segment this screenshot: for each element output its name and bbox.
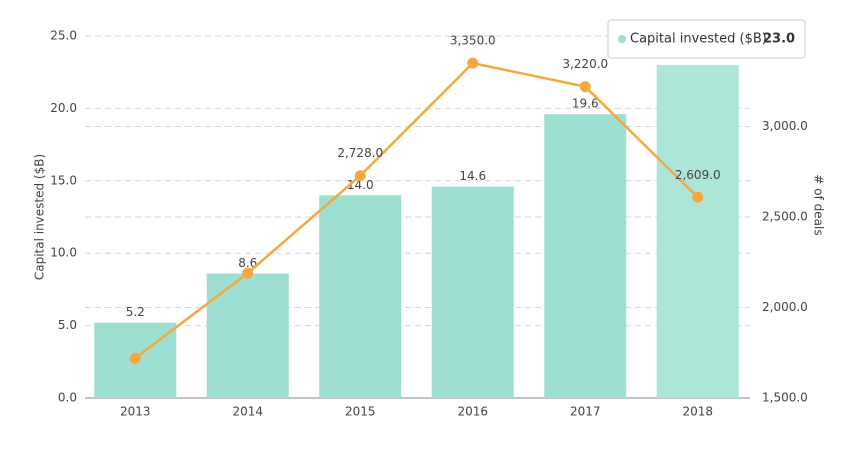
y-tick-label: 20.0 [50,101,77,115]
data-label: 3,350.0 [450,34,496,48]
tooltip-name: Capital invested ($B) [630,32,767,47]
x-tick-label: 2014 [232,405,263,419]
x-tick-label: 2017 [570,405,601,419]
data-label: 2,728.0 [337,146,383,160]
x-tick-label: 2013 [120,405,151,419]
x-tick-label: 2018 [682,405,713,419]
line-point [692,191,704,203]
y-tick-label: 5.0 [58,318,77,332]
bar [544,114,627,398]
tooltip-box [607,19,806,59]
y-axis-label: Capital invested ($B) [33,154,47,280]
y-tick-label: 25.0 [50,29,77,43]
data-label: 2,609.0 [675,168,721,182]
bar [656,64,739,399]
line [134,61,699,360]
line-point [354,170,366,182]
bar [431,186,514,398]
x-tick-label: 2016 [457,405,488,419]
y2-tick-label: 1,500.0 [762,391,808,405]
y-tick-label: 10.0 [50,246,77,260]
line-point [129,352,141,364]
data-label: 3,220.0 [562,57,608,71]
bar [319,195,402,398]
data-label: 19.6 [572,97,599,111]
data-label: 5.2 [126,305,145,319]
data-label: 14.6 [459,169,486,183]
tooltip-dot [618,35,626,43]
bar [206,273,289,398]
line-point [579,81,591,93]
line-point [242,267,254,279]
y-tick-label: 15.0 [50,173,77,187]
x-tick-label: 2015 [345,405,376,419]
y2-tick-label: 2,500.0 [762,210,808,224]
line-point [467,57,479,69]
tooltip: Capital invested ($B)23.0 [607,19,806,59]
tooltip-value: 23.0 [763,32,795,47]
y2-axis-label: # of deals [812,174,826,235]
y2-tick-label: 3,000.0 [762,119,808,133]
y-tick-label: 0.0 [58,391,77,405]
y2-tick-label: 2,000.0 [762,300,808,314]
data-label: 8.6 [238,256,257,270]
